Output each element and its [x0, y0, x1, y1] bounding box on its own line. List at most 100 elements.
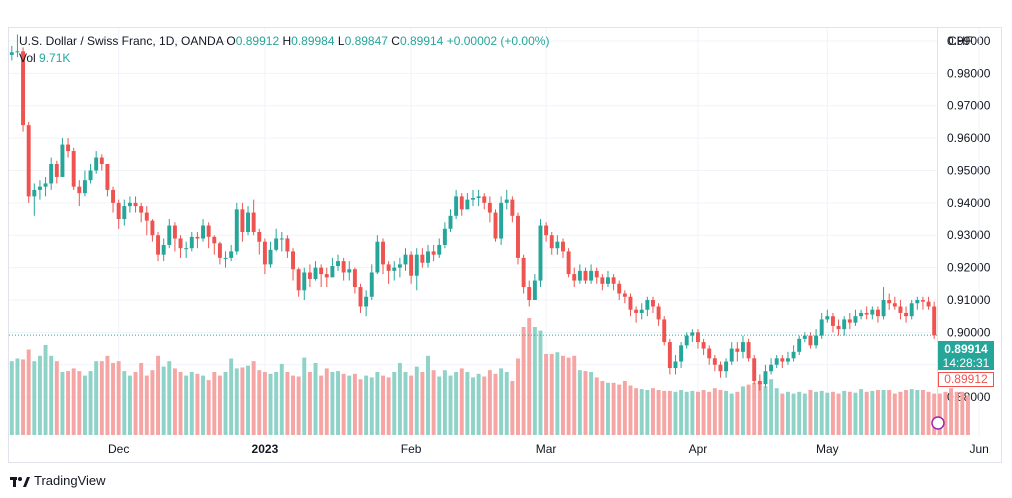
volume-bar: [847, 391, 852, 435]
high-value: 0.89984: [291, 34, 335, 48]
candle-body: [161, 244, 166, 255]
volume-bar: [583, 371, 588, 435]
y-tick-label: 0.90000: [947, 325, 991, 339]
candle-body: [690, 332, 695, 336]
candle-body: [875, 309, 880, 317]
volume-bar: [274, 372, 279, 435]
volume-bar: [898, 391, 903, 435]
candle-body: [639, 309, 644, 313]
volume-bar: [437, 376, 442, 435]
candle-body: [88, 170, 93, 181]
candle-body: [442, 228, 447, 245]
candle-body: [735, 348, 740, 352]
y-tick-label: 0.93000: [947, 228, 991, 242]
candle-body: [684, 335, 689, 346]
candle-body: [172, 225, 177, 239]
candle-body: [268, 249, 273, 265]
volume-bar: [88, 371, 93, 435]
tradingview-footer[interactable]: TradingView: [10, 473, 106, 488]
candle-body: [234, 209, 239, 252]
candle-body: [696, 332, 700, 343]
volume-bar: [549, 354, 554, 435]
volume-bar: [448, 375, 453, 435]
volume-bar: [943, 391, 948, 435]
volume-bar: [229, 358, 234, 435]
volume-bar: [49, 355, 54, 435]
volume-bar: [262, 372, 267, 435]
volume-bar: [161, 366, 166, 435]
volume-bar: [904, 390, 909, 435]
volume-bar: [527, 318, 532, 435]
candle-body: [853, 316, 858, 323]
candle-body: [476, 196, 481, 198]
candle-body: [116, 202, 121, 220]
candle-body: [892, 303, 897, 307]
candle-body: [516, 215, 520, 258]
volume-bar: [409, 375, 414, 435]
candle-body: [808, 335, 813, 346]
volume-bar: [825, 392, 830, 435]
volume-bar: [712, 388, 717, 435]
volume-bar: [859, 389, 864, 435]
y-tick-label: 0.99000: [947, 34, 991, 48]
volume-bar: [763, 386, 768, 435]
bar-countdown: 14:28:31: [942, 356, 990, 370]
volume-bar: [43, 345, 48, 435]
candle-body: [99, 157, 104, 164]
volume-bar: [830, 391, 835, 435]
volume-bar: [909, 389, 914, 435]
candle-body: [577, 270, 582, 281]
volume-bar: [611, 382, 616, 435]
candle-body: [757, 380, 762, 385]
volume-value: 9.71K: [39, 51, 71, 65]
volume-bar: [291, 375, 295, 435]
volume-bar: [853, 392, 858, 435]
candle-body: [712, 358, 717, 365]
volume-bar: [127, 375, 132, 435]
candle-body: [752, 358, 757, 381]
symbol-title[interactable]: U.S. Dollar / Swiss Franc, 1D, OANDA: [19, 34, 224, 48]
volume-bar: [426, 355, 430, 435]
volume-bar: [307, 372, 312, 435]
candle-body: [904, 312, 909, 317]
volume-bar: [341, 373, 346, 435]
volume-bar: [656, 390, 661, 435]
candle-body: [645, 300, 650, 310]
candle-body: [746, 342, 751, 359]
volume-bar: [606, 382, 610, 435]
candle-body: [724, 361, 729, 372]
candle-body: [842, 319, 847, 330]
volume-bar: [791, 393, 796, 435]
volume-bar: [178, 372, 183, 435]
candle-body: [814, 335, 819, 346]
volume-bar: [690, 390, 695, 435]
volume-bar: [639, 389, 644, 435]
candle-body: [718, 364, 723, 372]
candle-body: [920, 300, 925, 302]
candle-body: [133, 202, 138, 207]
candle-body: [864, 312, 869, 315]
volume-bar: [667, 390, 672, 435]
volume-bar: [71, 368, 76, 435]
tradingview-logo-icon: [10, 476, 30, 487]
candle-body: [189, 236, 194, 249]
volume-bar: [369, 377, 374, 435]
currency-label: CHF: [948, 34, 973, 48]
candle-body: [178, 238, 183, 249]
volume-label[interactable]: Vol: [19, 51, 36, 65]
volume-bar: [740, 386, 745, 435]
candle-body: [482, 196, 487, 203]
volume-bar: [555, 352, 560, 435]
candle-body: [156, 235, 161, 255]
volume-bar: [954, 391, 959, 435]
candle-body: [673, 361, 678, 368]
volume-bar: [915, 390, 920, 435]
candle-body: [77, 186, 82, 194]
volume-bar: [870, 390, 875, 435]
volume-bar: [785, 391, 790, 435]
volume-bar: [566, 357, 571, 435]
candle-body: [201, 225, 206, 239]
candle-body: [111, 189, 116, 203]
volume-bar: [892, 393, 897, 435]
